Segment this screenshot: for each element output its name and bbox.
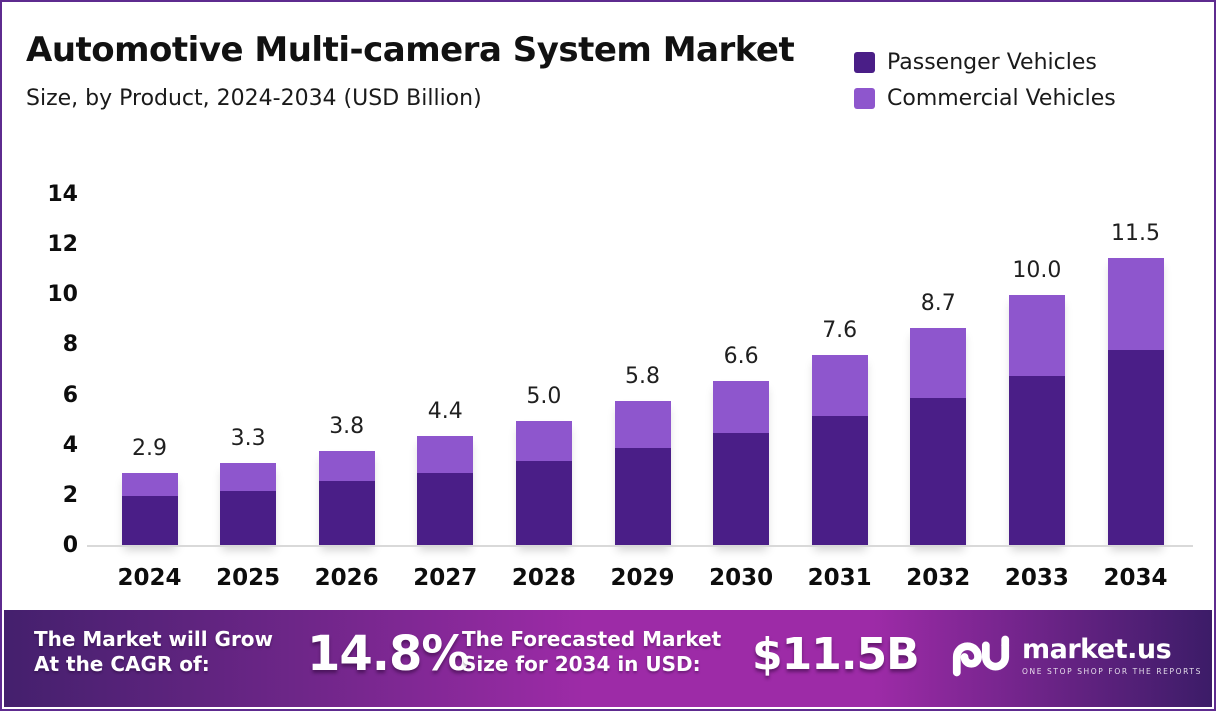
bar-segment-commercial [1107,257,1164,351]
bar-group [1008,295,1065,546]
forecast-label-line2: Size for 2034 in USD: [462,652,701,676]
y-axis: 0 2 4 6 8 10 12 14 [30,182,78,558]
forecast-label-line1: The Forecasted Market [462,627,722,651]
bar-group [614,400,671,546]
x-axis: 2024 2025 2026 2027 2028 2029 2030 2031 2032 2033… [97,562,1197,594]
bar-total-label: 7.6 [822,318,858,344]
page-title: Automotive Multi-camera System Market [26,30,795,70]
bar-segment-commercial [910,327,967,399]
bar-segment-passenger [811,415,868,546]
stats-banner: The Market will Grow At the CAGR of: 14.… [4,610,1212,707]
bar-segment-commercial [1008,295,1065,376]
bar-total-label: 4.4 [427,398,463,424]
bar-segment-passenger [713,433,770,546]
x-axis-label: 2031 [807,565,872,591]
y-tick-label: 8 [62,332,78,358]
bar-total-label: 3.8 [329,413,365,439]
x-axis-baseline [87,545,1193,547]
legend-label-passenger: Passenger Vehicles [887,50,1097,75]
bar-segment-passenger [220,490,277,546]
x-axis-label: 2028 [511,565,576,591]
x-axis-label: 2033 [1004,565,1069,591]
bar-segment-commercial [515,420,572,461]
plot-area: 2.9 3.3 3.8 4.4 5.0 5.8 6.6 7.6 8.7 10.0 11.5 [97,195,1197,546]
cagr-label-line1: The Market will Grow [34,627,274,651]
y-tick-label: 10 [47,282,78,308]
bar-total-label: 5.8 [625,363,660,389]
bar-total-label: 6.6 [723,343,759,369]
cagr-value: 14.8% [307,626,470,682]
legend-item-commercial: Commercial Vehicles [854,86,1116,111]
marketus-logo-tagline: ONE STOP SHOP FOR THE REPORTS [1022,666,1202,676]
x-axis-label: 2034 [1103,565,1168,591]
x-axis-label: 2027 [413,565,478,591]
bar-total-label: 10.0 [1012,258,1062,284]
cagr-label: The Market will Grow At the CAGR of: [34,627,273,677]
marketus-logo-text: market.us [1022,633,1172,665]
bar-group [910,327,967,546]
bar-segment-commercial [121,473,178,496]
legend-swatch-passenger-icon [854,52,875,73]
forecast-label: The Forecasted Market Size for 2034 in U… [462,627,721,677]
bar-segment-passenger [515,460,572,546]
bar-group [811,355,868,546]
legend: Passenger Vehicles Commercial Vehicles [854,50,1116,111]
x-axis-label: 2025 [216,565,281,591]
x-axis-label: 2024 [117,565,182,591]
x-axis-label: 2026 [314,565,379,591]
x-axis-label: 2030 [709,565,774,591]
bar-segment-passenger [318,480,375,546]
y-tick-label: 4 [62,432,78,458]
marketus-logo: market.us ONE STOP SHOP FOR THE REPORTS [950,632,1202,678]
x-axis-label: 2029 [610,565,675,591]
bar-segment-commercial [318,450,375,481]
bar-segment-commercial [811,355,868,416]
bar-total-label: 2.9 [132,436,167,462]
bar-segment-commercial [713,380,770,434]
bar-segment-passenger [910,398,967,546]
y-tick-label: 0 [62,533,78,558]
bar-group [417,435,474,546]
bar-total-label: 11.5 [1111,220,1160,246]
y-tick-label: 6 [62,382,78,408]
bar-group [318,450,375,546]
bar-group [1107,257,1164,546]
legend-label-commercial: Commercial Vehicles [887,86,1116,111]
bar-segment-passenger [121,495,178,546]
legend-item-passenger: Passenger Vehicles [854,50,1116,75]
bar-segment-passenger [417,473,474,546]
bar-group [220,463,277,546]
bar-segment-passenger [1008,375,1065,546]
y-tick-label: 14 [47,182,78,207]
bar-segment-passenger [614,448,671,546]
marketus-logo-icon [952,635,1010,677]
bar-total-label: 3.3 [230,426,266,452]
bar-total-label: 5.0 [526,383,562,409]
x-axis-label: 2032 [906,565,971,591]
y-tick-label: 12 [47,232,78,258]
forecast-value: $11.5B [752,629,920,680]
bar-segment-commercial [614,400,671,449]
bar-total-label: 8.7 [920,290,956,316]
bar-segment-commercial [417,435,474,474]
bar-group [515,420,572,546]
bar-group [713,380,770,546]
bar-segment-commercial [220,463,277,491]
legend-swatch-commercial-icon [854,88,875,109]
page-subtitle: Size, by Product, 2024-2034 (USD Billion… [26,86,482,111]
y-tick-label: 2 [62,482,78,508]
bar-segment-passenger [1107,350,1164,546]
cagr-label-line2: At the CAGR of: [34,652,210,676]
bar-group [121,473,178,546]
